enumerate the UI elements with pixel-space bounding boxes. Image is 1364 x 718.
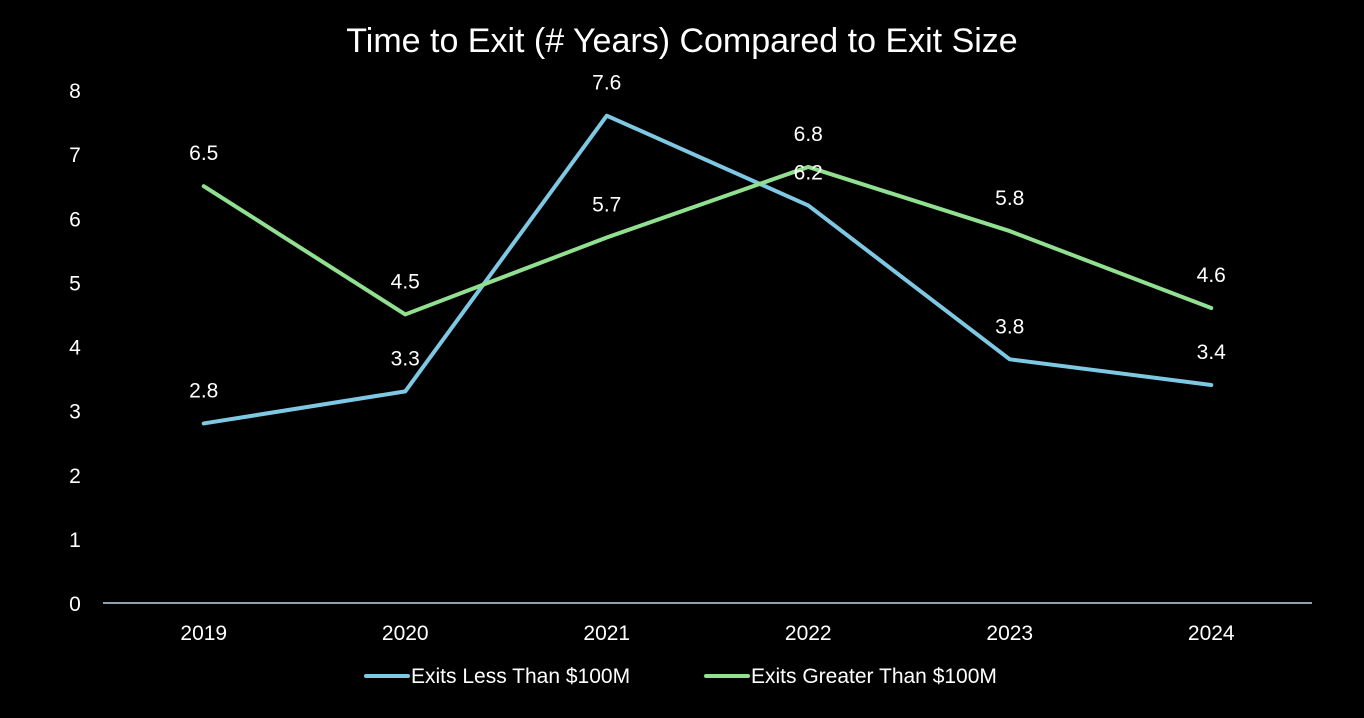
data-label: 3.8 — [995, 315, 1024, 338]
x-axis-ticks: 2019 2020 2021 2022 2023 2024 — [180, 622, 1235, 645]
x-tick-label: 2022 — [785, 622, 832, 645]
chart-title: Time to Exit (# Years) Compared to Exit … — [346, 22, 1018, 60]
data-label: 7.6 — [592, 72, 621, 95]
y-tick-label: 0 — [69, 593, 81, 616]
data-label: 4.6 — [1197, 264, 1226, 287]
x-tick-label: 2021 — [583, 622, 630, 645]
series-lines — [201, 113, 1214, 426]
y-tick-label: 3 — [69, 401, 81, 424]
legend: Exits Less Than $100M Exits Greater Than … — [364, 665, 997, 688]
data-label: 3.4 — [1197, 341, 1227, 364]
x-tick-label: 2024 — [1188, 622, 1235, 645]
y-tick-label: 8 — [69, 80, 81, 103]
data-label: 6.8 — [794, 123, 823, 146]
x-tick-label: 2019 — [180, 622, 227, 645]
data-label: 3.3 — [391, 347, 420, 370]
data-label: 6.5 — [189, 142, 218, 165]
data-label: 6.2 — [794, 161, 823, 184]
y-tick-label: 4 — [69, 337, 81, 360]
data-label: 4.5 — [391, 270, 420, 293]
data-labels: 2.8 3.3 7.6 6.2 3.8 3.4 6.5 4.5 5.7 6.8 5.8 4.6 — [189, 72, 1226, 403]
y-tick-label: 6 — [69, 208, 81, 231]
legend-label: Exits Less Than $100M — [411, 665, 630, 688]
x-tick-label: 2023 — [986, 622, 1033, 645]
y-tick-label: 5 — [69, 272, 81, 295]
data-label: 2.8 — [189, 379, 218, 402]
y-tick-label: 1 — [69, 529, 81, 552]
y-tick-label: 2 — [69, 465, 81, 488]
data-label: 5.7 — [592, 193, 621, 216]
series-line-1 — [201, 113, 1214, 426]
y-axis-ticks: 0 1 2 3 4 5 6 7 8 — [69, 80, 81, 616]
data-label: 5.8 — [995, 187, 1024, 210]
y-tick-label: 7 — [69, 144, 81, 167]
x-tick-label: 2020 — [382, 622, 429, 645]
legend-label: Exits Greater Than $100M — [751, 665, 997, 688]
series-line-2 — [201, 164, 1214, 317]
